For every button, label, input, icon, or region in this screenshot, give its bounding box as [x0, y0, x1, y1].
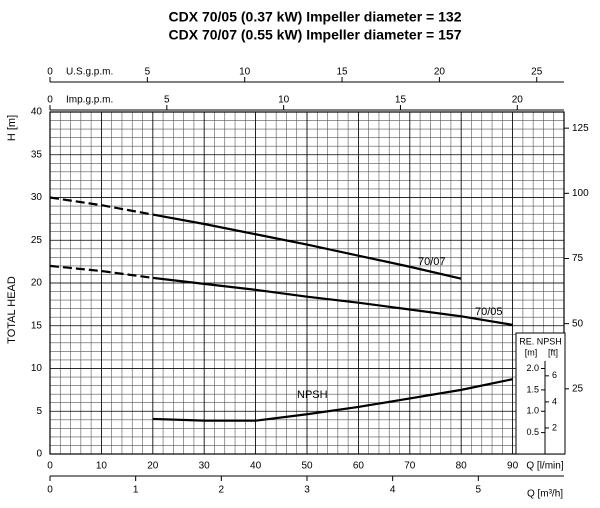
- x-tick-label: 20: [147, 461, 159, 472]
- secondary-axis-tick-label: 15: [336, 67, 348, 78]
- npsh-m-tick-label: 2.0: [526, 363, 539, 373]
- y-tick-label: 0: [36, 449, 42, 460]
- y-tick-label: 30: [31, 192, 43, 203]
- npsh-ft-tick-label: 4: [552, 396, 557, 406]
- npsh-title: RE. NPSH: [519, 336, 562, 346]
- x-tick-label: 70: [404, 461, 416, 472]
- y2-tick-label: 75: [572, 253, 584, 264]
- secondary-axis-tick-label: 15: [395, 95, 407, 106]
- x-tick-label: 80: [456, 461, 468, 472]
- y-tick-label: 15: [31, 320, 43, 331]
- y-tick-label: 40: [31, 107, 43, 118]
- x-tick-label: 50: [301, 461, 313, 472]
- y2-tick-label: 50: [572, 318, 584, 329]
- y-axis-unit: H [m]: [6, 115, 18, 141]
- y-axis-label: TOTAL HEAD: [6, 276, 18, 344]
- secondary-axis-tick-label: 2: [219, 485, 225, 496]
- curve: [152, 276, 513, 326]
- secondary-axis-label: U.S.g.p.m.: [66, 67, 113, 78]
- curve-dashed: [49, 264, 153, 279]
- npsh-m-tick-label: 1.5: [526, 384, 539, 394]
- secondary-axis-tick-label: 5: [145, 67, 151, 78]
- secondary-axis-tick-label: 5: [164, 95, 170, 106]
- secondary-axis-tick-label: 0: [47, 485, 53, 496]
- secondary-axis-tick-label: 0: [47, 67, 53, 78]
- y-tick-label: 10: [31, 363, 43, 374]
- npsh-m-tick-label: 0.5: [526, 427, 539, 437]
- secondary-axis-tick-label: 0: [47, 95, 53, 106]
- curve-label: 70/05: [475, 306, 503, 318]
- curve-dashed: [49, 196, 153, 216]
- secondary-axis-tick-label: 25: [531, 67, 543, 78]
- x-tick-label: 90: [507, 461, 519, 472]
- secondary-axis-tick-label: 1: [133, 485, 139, 496]
- secondary-axis-tick-label: 10: [278, 95, 290, 106]
- y-tick-label: 5: [36, 406, 42, 417]
- y2-tick-label: 100: [572, 188, 589, 199]
- secondary-axis-tick-label: 5: [476, 485, 482, 496]
- chart-title: CDX 70/05 (0.37 kW) Impeller diameter = …: [169, 9, 462, 25]
- y-tick-label: 35: [31, 149, 43, 160]
- secondary-axis-tick-label: 20: [434, 67, 446, 78]
- x-tick-label: 10: [96, 461, 108, 472]
- chart-subtitle: CDX 70/07 (0.55 kW) Impeller diameter = …: [169, 27, 462, 43]
- secondary-axis-tick-label: 20: [512, 95, 524, 106]
- curve-label: NPSH: [297, 389, 328, 401]
- y2-tick-label: 125: [572, 123, 589, 134]
- secondary-axis-label: Q [m³/h]: [527, 489, 563, 500]
- x-tick-label: 40: [250, 461, 262, 472]
- secondary-axis-tick-label: 10: [239, 67, 251, 78]
- curve: [152, 213, 462, 280]
- x-tick-label: 0: [47, 461, 53, 472]
- npsh-m-tick-label: 1.0: [526, 406, 539, 416]
- x-tick-label: 30: [199, 461, 211, 472]
- y-tick-label: 20: [31, 278, 43, 289]
- secondary-axis-tick-label: 3: [304, 485, 310, 496]
- y2-tick-label: 25: [572, 383, 584, 394]
- x-axis-label: Q [l/min]: [526, 461, 563, 472]
- npsh-ft-label: [ft]: [548, 347, 558, 357]
- secondary-axis-tick-label: 4: [390, 485, 396, 496]
- npsh-ft-tick-label: 6: [552, 370, 557, 380]
- x-tick-label: 60: [353, 461, 365, 472]
- secondary-axis-label: Imp.g.p.m.: [66, 95, 113, 106]
- y-tick-label: 25: [31, 235, 43, 246]
- curve: [152, 378, 513, 422]
- curve-label: 70/07: [418, 256, 446, 268]
- npsh-m-label: [m]: [525, 347, 538, 357]
- npsh-ft-tick-label: 2: [552, 422, 557, 432]
- npsh-inset: [515, 332, 566, 455]
